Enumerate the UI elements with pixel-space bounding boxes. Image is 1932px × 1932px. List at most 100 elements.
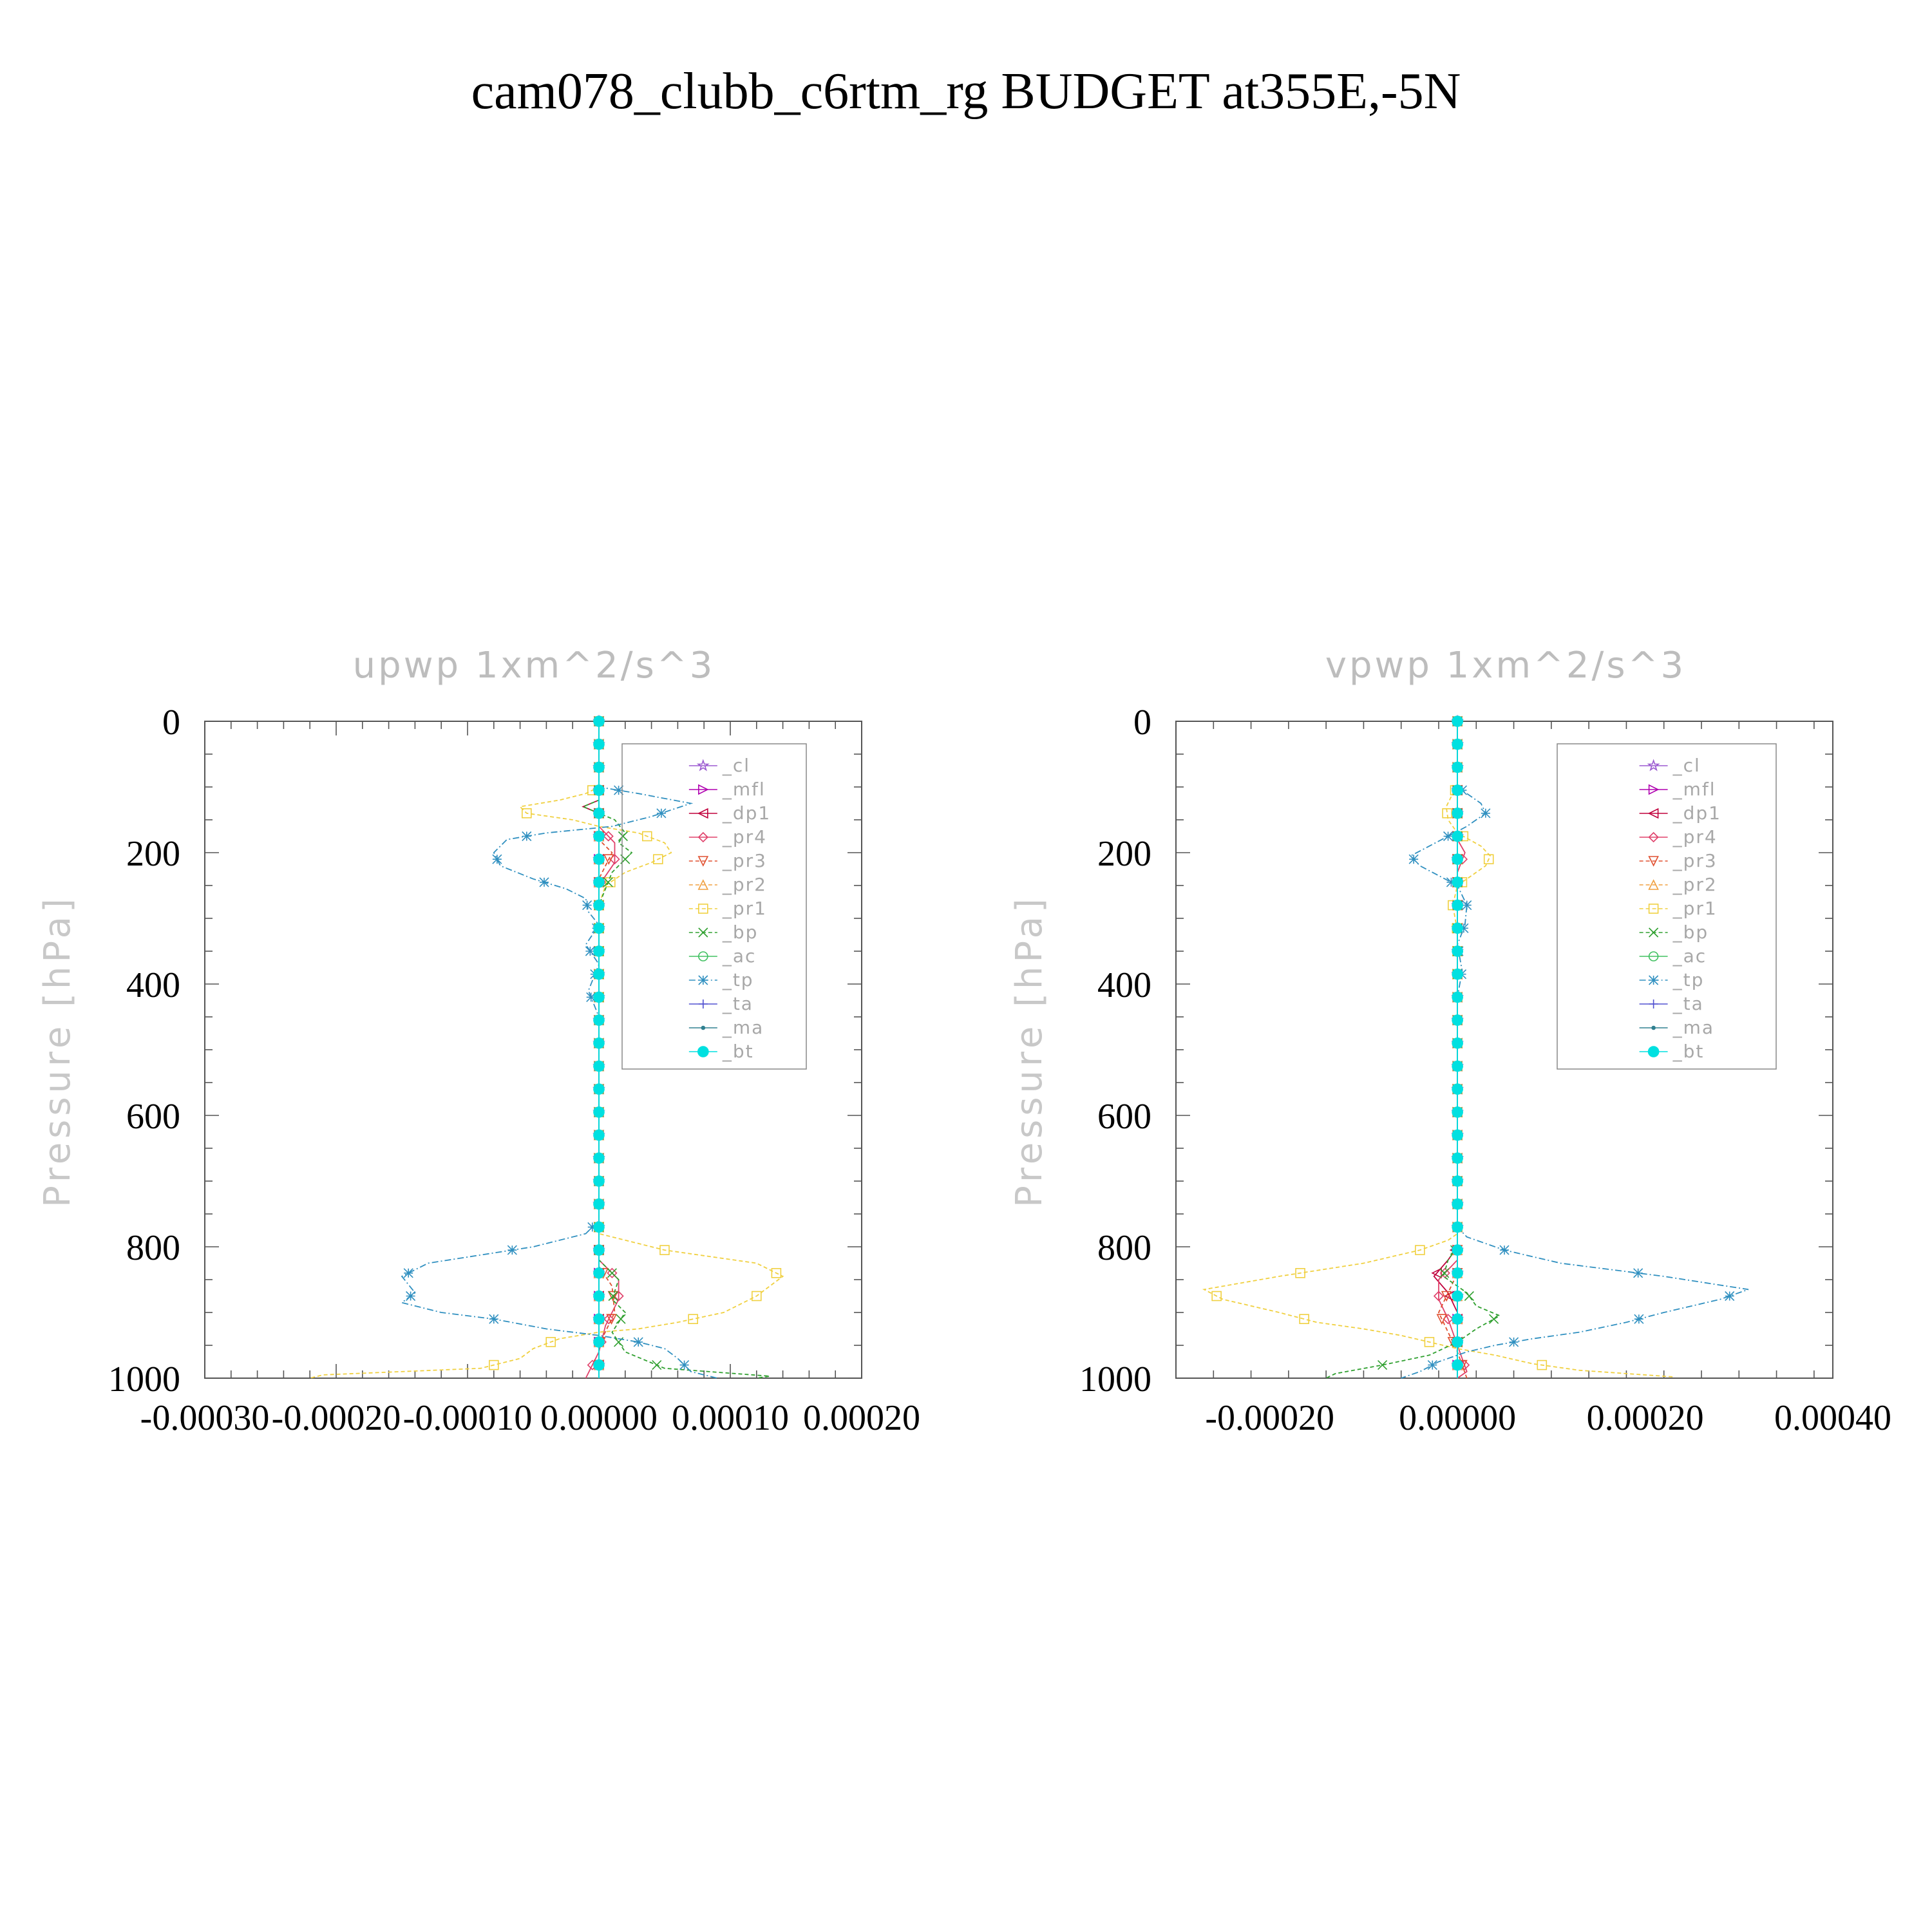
upwp-legend-marker xyxy=(696,759,710,772)
vpwp-series-tp-point xyxy=(1725,1291,1735,1302)
upwp-series-tp xyxy=(400,716,717,1379)
vpwp-legend-entry: _ta xyxy=(1639,993,1704,1014)
vpwp-series-bt-point xyxy=(1452,1083,1463,1095)
vpwp-series-tp-point xyxy=(1462,900,1472,911)
vpwp-legend-marker xyxy=(1649,975,1659,985)
vpwp-series-bt-point xyxy=(1452,991,1463,1003)
upwp-series-bt-point xyxy=(593,715,605,727)
vpwp-legend-entry: _bt xyxy=(1639,1041,1703,1062)
vpwp-y-tick-label: 0 xyxy=(1133,703,1151,743)
vpwp-series-bt-point xyxy=(1452,1037,1463,1049)
upwp-x-tick-label: 0.00000 xyxy=(540,1398,658,1438)
upwp-series-bt-point xyxy=(593,784,605,796)
upwp-series-bt xyxy=(593,715,605,1378)
upwp-legend-label: _dp1 xyxy=(722,802,771,824)
upwp-legend-entry: _bp xyxy=(688,922,757,943)
upwp-series-pr1-point xyxy=(652,854,663,864)
vpwp-series-tp-point xyxy=(1427,1360,1437,1370)
vpwp-series-bt-point xyxy=(1452,899,1463,911)
upwp-series-bt-point xyxy=(593,1244,605,1256)
vpwp-series-tp-point xyxy=(1634,1314,1644,1324)
vpwp-series-bt-point xyxy=(1452,808,1463,819)
upwp-legend: _cl _mfl_dp1_pr4_pr3 _pr2 _pr1 _bp_ac_tp _ta _… xyxy=(621,743,807,1070)
upwp-y-tick-label: 200 xyxy=(126,834,180,874)
upwp-series-tp-point xyxy=(507,1245,517,1255)
upwp-legend-entry: _pr1 xyxy=(688,898,766,919)
vpwp-legend-entry: _mfl xyxy=(1639,779,1716,800)
vpwp-series-dp1-point xyxy=(1431,1267,1442,1279)
upwp-series-bt-point xyxy=(593,1152,605,1164)
vpwp-series-bt-point xyxy=(1452,1198,1463,1210)
upwp-series-bt-point xyxy=(593,899,605,911)
upwp-legend-entry: _mfl xyxy=(688,779,764,800)
vpwp-legend-entry: _cl xyxy=(1639,755,1700,776)
upwp-series-bt-point xyxy=(593,1290,605,1302)
upwp-series-bt-point xyxy=(593,1359,605,1371)
upwp-series-pr1-point xyxy=(659,1245,670,1255)
upwp-series-bp-point xyxy=(616,1314,626,1324)
upwp-series-pr3-point xyxy=(606,1314,617,1325)
vpwp-legend-label: _bp xyxy=(1672,922,1709,943)
upwp-series-tp-point xyxy=(656,808,667,819)
vpwp-legend-label: _ta xyxy=(1672,993,1704,1014)
vpwp-series-tp-point xyxy=(1446,877,1456,887)
vpwp-series-bt-point xyxy=(1452,715,1463,727)
vpwp-y-tick-label: 400 xyxy=(1097,965,1151,1005)
upwp-series-pr1-line xyxy=(309,721,784,1379)
vpwp-legend-label: _dp1 xyxy=(1672,802,1721,824)
upwp-legend-label: _pr2 xyxy=(722,874,767,895)
upwp-legend-label: _tp xyxy=(722,969,754,990)
vpwp-legend-label: _mfl xyxy=(1672,779,1716,800)
vpwp-series-bt-point xyxy=(1452,1267,1463,1279)
vpwp-legend-label: _pr2 xyxy=(1672,874,1718,895)
upwp-series-bt-point xyxy=(593,922,605,934)
vpwp-series-bt-point xyxy=(1452,761,1463,773)
vpwp-legend-entry: _pr4 xyxy=(1639,826,1716,848)
upwp-series-pr1-point xyxy=(545,1337,556,1347)
upwp-series-tp-point xyxy=(586,992,596,1002)
upwp-legend-entry: _dp1 xyxy=(688,802,771,824)
vpwp-legend-marker xyxy=(1648,879,1659,890)
vpwp-legend-marker xyxy=(1647,1046,1660,1057)
vpwp-legend-marker xyxy=(1647,759,1660,772)
vpwp-legend-entry: _pr2 xyxy=(1639,874,1718,895)
upwp-legend-entry: _pr4 xyxy=(688,826,766,848)
upwp-panel: upwp 1xm^2/s^3 Pressure [hPa] 0 200 400 600… xyxy=(37,645,920,1438)
upwp-series-tp-line xyxy=(400,721,717,1379)
vpwp-series-pr1-point xyxy=(1295,1268,1305,1278)
vpwp-x-tick-label: 0.00020 xyxy=(1587,1398,1704,1438)
vpwp-legend: _cl _mfl_dp1_pr4_pr3 _pr2 _pr1 _bp_ac_tp _ta _… xyxy=(1557,743,1777,1070)
upwp-series-bt-point xyxy=(593,991,605,1003)
upwp-series-bt-point xyxy=(593,1037,605,1049)
upwp-legend-entry: _bt xyxy=(688,1041,753,1062)
vpwp-y-tick-label: 200 xyxy=(1097,834,1151,874)
upwp-series-bt-point xyxy=(593,1313,605,1325)
vpwp-series-bp-point xyxy=(1378,1360,1388,1370)
vpwp-series-bt-point xyxy=(1452,1359,1463,1371)
vpwp-series-tp-point xyxy=(1459,923,1469,933)
vpwp-series-pr3-point xyxy=(1436,1314,1448,1325)
vpwp-legend-entry: _pr1 xyxy=(1639,898,1716,919)
upwp-series-tp-point xyxy=(522,831,532,842)
upwp-legend-frame xyxy=(621,743,807,1070)
vpwp-legend-entry: _tp xyxy=(1639,969,1703,990)
upwp-series-bt-point xyxy=(593,876,605,888)
upwp-series-pr4-point xyxy=(603,831,614,842)
vpwp-legend-marker xyxy=(1648,904,1659,914)
upwp-legend-marker xyxy=(697,808,708,819)
upwp-y-tick-label: 800 xyxy=(126,1228,180,1268)
vpwp-series-tp-point xyxy=(1408,854,1419,864)
upwp-legend-marker xyxy=(697,879,709,890)
upwp-y-axis-label: Pressure [hPa] xyxy=(37,895,79,1208)
vpwp-legend-entry: _pr3 xyxy=(1639,850,1716,871)
vpwp-series-bt-point xyxy=(1452,738,1463,750)
vpwp-y-tick-label: 800 xyxy=(1097,1228,1151,1268)
upwp-legend-marker xyxy=(698,975,708,985)
upwp-series-bt-point xyxy=(593,738,605,750)
upwp-series-bt-point xyxy=(593,968,605,980)
upwp-legend-entry: _cl xyxy=(688,755,749,776)
upwp-series-pr1 xyxy=(309,716,784,1379)
upwp-series-pr1-point xyxy=(488,1359,499,1370)
upwp-legend-marker xyxy=(698,927,708,938)
